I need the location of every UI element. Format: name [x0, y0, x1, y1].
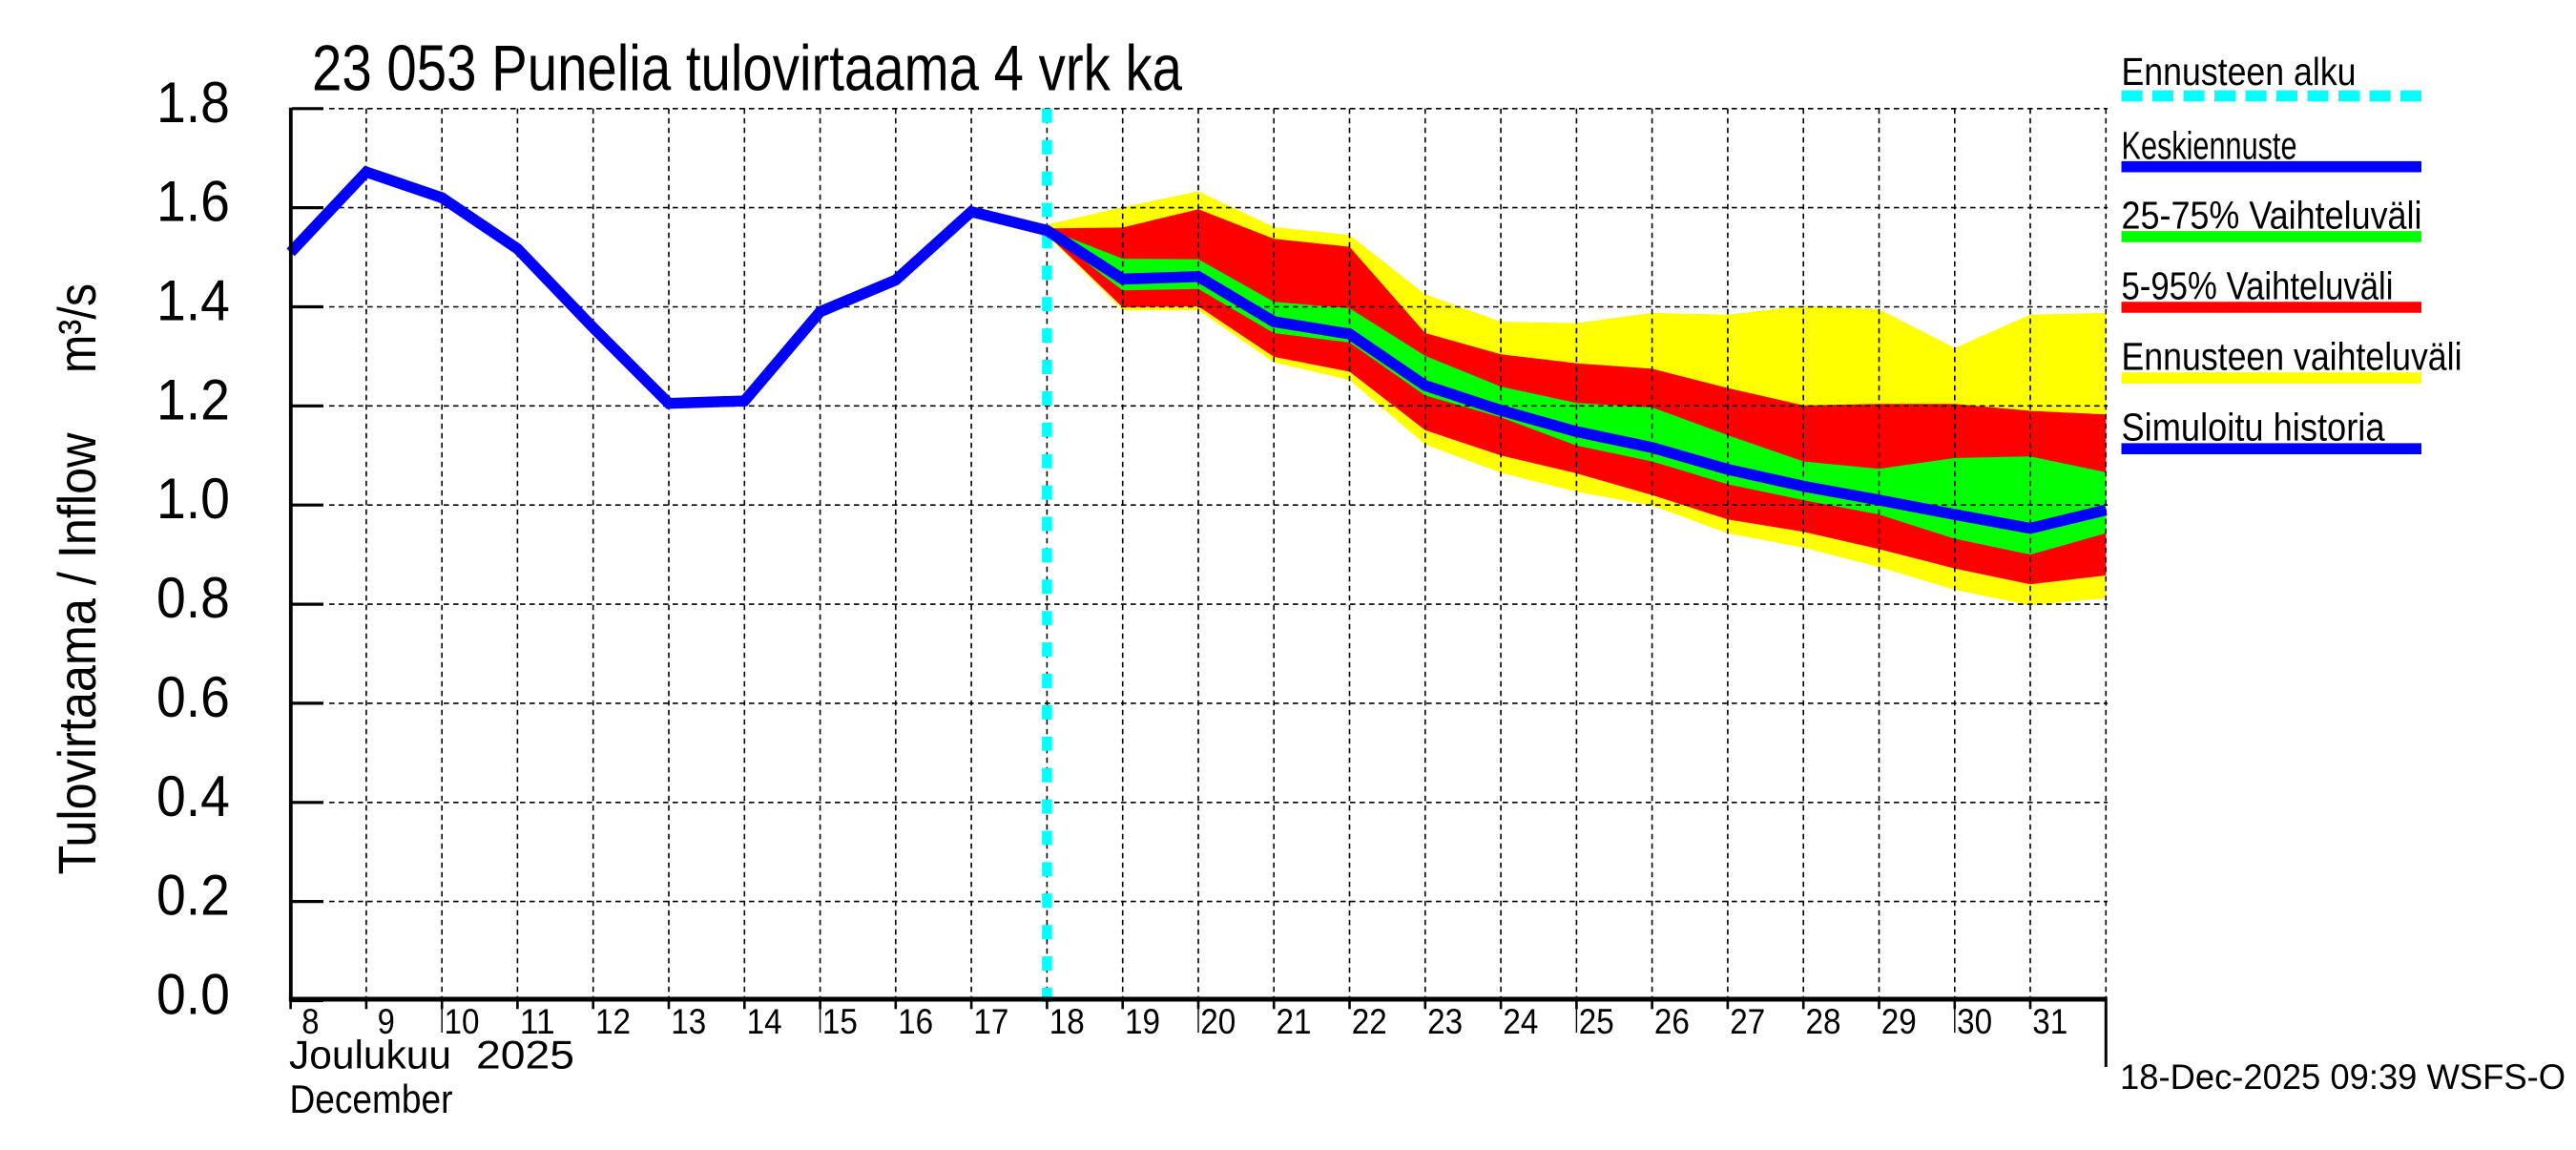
svg-text:5-95% Vaihteluväli: 5-95% Vaihteluväli — [2122, 263, 2394, 307]
svg-text:1.8: 1.8 — [156, 71, 230, 135]
svg-text:22: 22 — [1352, 1002, 1387, 1041]
svg-text:21: 21 — [1277, 1002, 1312, 1041]
svg-text:25-75% Vaihteluväli: 25-75% Vaihteluväli — [2122, 193, 2422, 237]
svg-text:1.0: 1.0 — [156, 467, 230, 531]
svg-text:28: 28 — [1806, 1002, 1841, 1041]
svg-text:24: 24 — [1503, 1002, 1538, 1041]
svg-text:30: 30 — [1957, 1002, 1992, 1041]
svg-text:0.8: 0.8 — [156, 566, 230, 630]
svg-text:11: 11 — [520, 1002, 555, 1041]
svg-text:17: 17 — [973, 1002, 1008, 1041]
svg-text:0.0: 0.0 — [156, 963, 230, 1027]
svg-text:Tulovirtaama / Inflow: Tulovirtaama / Inflow — [47, 432, 107, 874]
svg-text:18-Dec-2025 09:39 WSFS-O: 18-Dec-2025 09:39 WSFS-O — [2120, 1057, 2566, 1097]
svg-text:Keskiennuste: Keskiennuste — [2122, 124, 2297, 168]
svg-text:20: 20 — [1200, 1002, 1236, 1041]
svg-text:27: 27 — [1730, 1002, 1765, 1041]
svg-text:0.2: 0.2 — [156, 864, 230, 928]
svg-text:0.4: 0.4 — [156, 764, 230, 828]
svg-text:29: 29 — [1881, 1002, 1917, 1041]
svg-text:25: 25 — [1579, 1002, 1614, 1041]
svg-text:13: 13 — [671, 1002, 706, 1041]
svg-text:19: 19 — [1125, 1002, 1160, 1041]
svg-text:18: 18 — [1049, 1002, 1085, 1041]
svg-text:23 053 Punelia tulovirtaama 4: 23 053 Punelia tulovirtaama 4 vrk ka — [312, 32, 1182, 105]
svg-text:16: 16 — [898, 1002, 933, 1041]
svg-text:1.6: 1.6 — [156, 170, 230, 234]
svg-text:26: 26 — [1654, 1002, 1690, 1041]
svg-text:December: December — [290, 1077, 453, 1121]
svg-text:m³/s: m³/s — [47, 283, 107, 373]
svg-text:Joulukuu: Joulukuu — [289, 1033, 451, 1077]
svg-text:15: 15 — [822, 1002, 858, 1041]
svg-text:8: 8 — [301, 1002, 319, 1041]
svg-text:9: 9 — [378, 1002, 395, 1041]
svg-text:Simuloitu historia: Simuloitu historia — [2122, 406, 2385, 450]
svg-text:Ennusteen alku: Ennusteen alku — [2122, 50, 2357, 94]
svg-text:12: 12 — [595, 1002, 631, 1041]
svg-text:10: 10 — [445, 1002, 480, 1041]
svg-text:Ennusteen vaihteluväli: Ennusteen vaihteluväli — [2122, 335, 2462, 379]
svg-text:0.6: 0.6 — [156, 665, 230, 729]
svg-text:23: 23 — [1427, 1002, 1463, 1041]
svg-text:31: 31 — [2032, 1002, 2067, 1041]
svg-text:14: 14 — [747, 1002, 782, 1041]
svg-text:2025: 2025 — [476, 1033, 574, 1077]
svg-text:1.2: 1.2 — [156, 367, 230, 431]
svg-text:1.4: 1.4 — [156, 269, 230, 333]
